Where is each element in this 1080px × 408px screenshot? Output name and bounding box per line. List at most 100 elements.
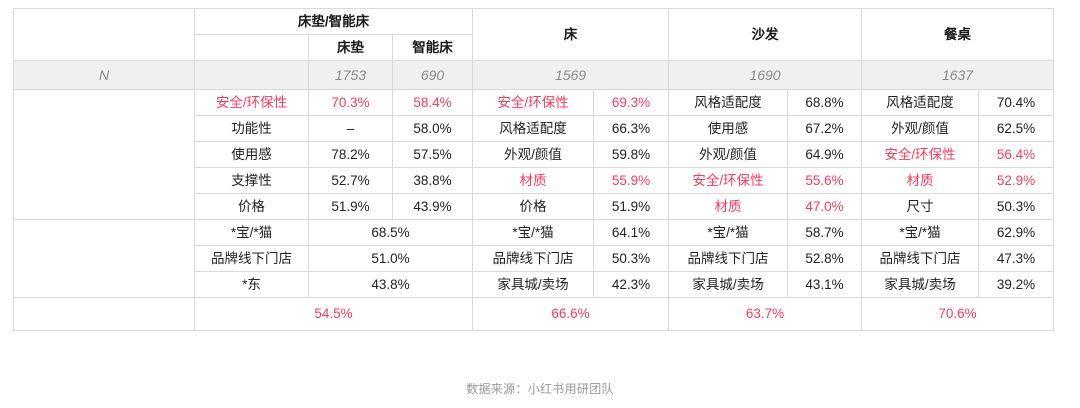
section-label-brand-main: 品牌类型偏好 [60, 298, 148, 314]
cell-table-value: 62.9% [978, 219, 1055, 246]
cell-table-value: 47.3% [978, 245, 1055, 272]
sample-size-row: N 1753 690 1569 1690 1637 [13, 60, 1055, 90]
table-row: *东 43.8% 家具城/卖场 42.3% 家具城/卖场 43.1% 家具城/卖… [14, 271, 1055, 298]
cell-mattress-item: 支撑性 [194, 167, 309, 194]
cell-sofa-item: 风格适配度 [668, 89, 789, 116]
cell-sofa-value: 55.6% [787, 167, 863, 194]
cell-mattress-value: 70.3% [308, 89, 393, 116]
cell-bed-item: 价格 [472, 193, 595, 220]
cell-smartbed-value: 38.8% [391, 167, 474, 194]
cell-sofa-brand-pref: 63.7% [668, 296, 863, 332]
cell-bed-value: 64.1% [593, 219, 670, 246]
cell-sofa-value: 64.9% [787, 141, 863, 168]
header-sub-smartbed: 智能床 [391, 34, 474, 61]
cell-bed-item: *宝/*猫 [472, 219, 595, 246]
cell-mattress-value: 78.2% [308, 141, 393, 168]
cell-mattress-merged-value: 51.0% [307, 245, 474, 272]
header-sub-mattress: 床垫 [308, 34, 393, 61]
sample-size-sofa: 1690 [668, 60, 863, 90]
cell-bed-value: 55.9% [593, 167, 670, 194]
cell-table-item: 品牌线下门店 [861, 245, 980, 272]
cell-sofa-item: 使用感 [668, 115, 789, 142]
sample-size-blank [194, 60, 309, 90]
cell-mattress-item: 品牌线下门店 [194, 245, 309, 272]
section-label-purchase-factors: 购买决策因素TOP5 [13, 89, 195, 220]
section-label-purchase-channel: 购买渠道 TOP3 [13, 219, 195, 298]
section-label-brand-preference: 品牌类型偏好 没有品牌类型偏好占比 [13, 296, 195, 332]
cell-table-item: *宝/*猫 [861, 219, 980, 246]
cell-table-value: 62.5% [978, 115, 1055, 142]
cell-smartbed-value: 57.5% [391, 141, 474, 168]
cell-mattress-item: *东 [194, 271, 309, 298]
cell-table-item: 尺寸 [861, 193, 980, 220]
cell-sofa-value: 68.8% [787, 89, 863, 116]
cell-table-value: 39.2% [978, 271, 1055, 298]
source-note: 数据来源：小红书用研团队 [466, 382, 614, 396]
cell-smartbed-value: 43.9% [391, 193, 474, 220]
table-row: 品牌线下门店 51.0% 品牌线下门店 50.3% 品牌线下门店 52.8% 品… [14, 245, 1055, 272]
header-corner-cell [13, 8, 195, 61]
header-sub-blank [194, 34, 309, 61]
cell-bed-item: 安全/环保性 [472, 89, 595, 116]
cell-sofa-item: *宝/*猫 [668, 219, 789, 246]
sample-size-label: N [13, 60, 195, 90]
cell-table-item: 家具城/卖场 [861, 271, 980, 298]
cell-mattress-value: – [308, 115, 393, 142]
cell-smartbed-value: 58.0% [391, 115, 474, 142]
cell-bed-value: 59.8% [593, 141, 670, 168]
cell-bed-value: 42.3% [593, 271, 670, 298]
header-group-row: 床垫/智能床 床 沙发 餐桌 [13, 8, 1055, 61]
cell-mattress-value: 51.9% [308, 193, 393, 220]
cell-smartbed-value: 58.4% [391, 89, 474, 116]
table-row: 品牌类型偏好 没有品牌类型偏好占比 54.5% 66.6% 63.7% 70.6… [13, 296, 1055, 332]
cell-bed-item: 风格适配度 [472, 115, 595, 142]
cell-bed-value: 51.9% [593, 193, 670, 220]
table-row: 购买决策因素TOP5 安全/环保性 70.3% 58.4% 安全/环保性 69.… [13, 89, 1055, 220]
sample-size-smartbed: 690 [391, 60, 474, 90]
cell-table-item: 安全/环保性 [861, 141, 980, 168]
cell-mattress-item: 价格 [194, 193, 309, 220]
cell-sofa-item: 品牌线下门店 [668, 245, 789, 272]
cell-sofa-item: 家具城/卖场 [668, 271, 789, 298]
cell-sofa-value: 43.1% [787, 271, 863, 298]
table-row: 购买渠道 TOP3 *宝/*猫 68.5% *宝/*猫 64.1% *宝/*猫 … [13, 219, 1055, 298]
header-group-sofa: 沙发 [668, 8, 863, 61]
cell-sofa-value: 67.2% [787, 115, 863, 142]
cell-table-brand-pref: 70.6% [861, 296, 1055, 332]
section-label-channel-rank: TOP3 [85, 258, 123, 275]
table-row: 使用感 78.2% 57.5% 外观/颜值 59.8% 外观/颜值 64.9% … [14, 141, 1055, 168]
cell-mattress-brand-pref: 54.5% [193, 296, 474, 332]
report-table-sheet: 床垫/智能床 床 沙发 餐桌 床垫 智能床 N 1753 690 1569 16… [0, 8, 1080, 408]
sample-size-table: 1637 [861, 60, 1055, 90]
cell-sofa-item: 外观/颜值 [668, 141, 789, 168]
header-group-bed: 床 [472, 8, 670, 61]
cell-mattress-item: 安全/环保性 [194, 89, 309, 116]
cell-bed-item: 材质 [472, 167, 595, 194]
table-row: 支撑性 52.7% 38.8% 材质 55.9% 安全/环保性 55.6% 材质… [14, 167, 1055, 194]
cell-bed-value: 66.3% [593, 115, 670, 142]
cell-table-value: 56.4% [978, 141, 1055, 168]
section-label-channel-main: 购买渠道 [75, 241, 133, 258]
survey-comparison-table: 床垫/智能床 床 沙发 餐桌 床垫 智能床 N 1753 690 1569 16… [13, 8, 1055, 332]
cell-table-item: 材质 [861, 167, 980, 194]
section-label-brand-sub: 没有品牌类型偏好占比 [36, 314, 172, 330]
cell-sofa-value: 52.8% [787, 245, 863, 272]
cell-bed-brand-pref: 66.6% [472, 296, 670, 332]
cell-bed-value: 50.3% [593, 245, 670, 272]
cell-mattress-merged-value: 68.5% [307, 219, 474, 246]
cell-table-item: 外观/颜值 [861, 115, 980, 142]
cell-mattress-value: 52.7% [308, 167, 393, 194]
cell-mattress-item: 使用感 [194, 141, 309, 168]
cell-table-value: 50.3% [978, 193, 1055, 220]
cell-table-item: 风格适配度 [861, 89, 980, 116]
cell-bed-item: 品牌线下门店 [472, 245, 595, 272]
cell-sofa-value: 47.0% [787, 193, 863, 220]
header-group-mattress: 床垫/智能床 [193, 8, 474, 35]
cell-sofa-value: 58.7% [787, 219, 863, 246]
table-row: 功能性 – 58.0% 风格适配度 66.3% 使用感 67.2% 外观/颜值 … [14, 115, 1055, 142]
cell-table-value: 52.9% [978, 167, 1055, 194]
header-group-table: 餐桌 [861, 8, 1055, 61]
cell-sofa-item: 安全/环保性 [668, 167, 789, 194]
cell-bed-item: 家具城/卖场 [472, 271, 595, 298]
sample-size-bed: 1569 [472, 60, 670, 90]
